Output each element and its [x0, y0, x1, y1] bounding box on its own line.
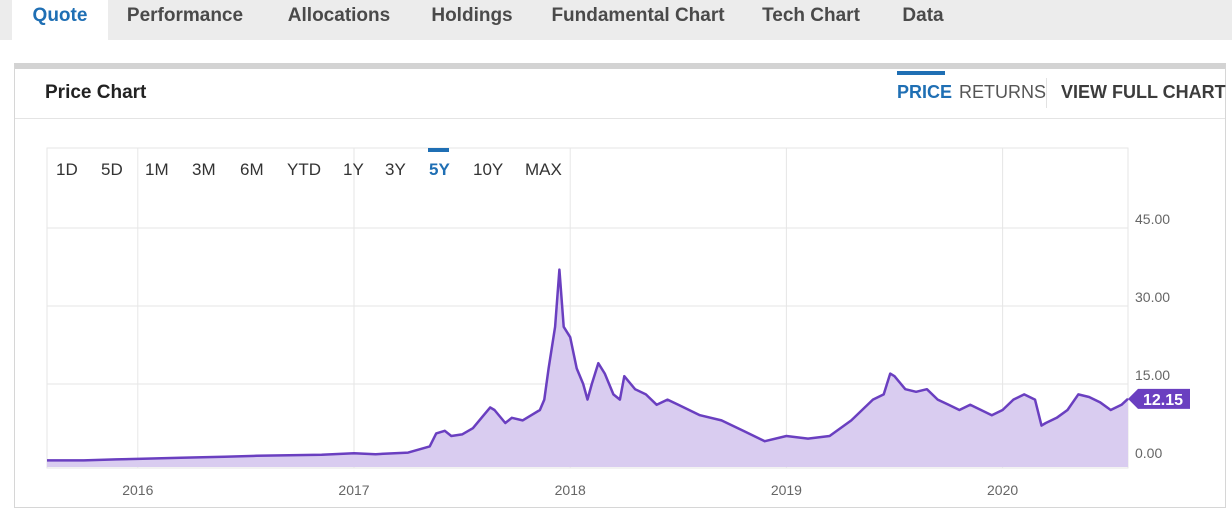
range-1d[interactable]: 1D — [56, 160, 78, 179]
range-3y[interactable]: 3Y — [385, 160, 406, 179]
last-value-badge — [1128, 388, 1190, 409]
tab-tech-chart[interactable]: Tech Chart — [762, 5, 860, 26]
range-1y[interactable]: 1Y — [343, 160, 364, 179]
tab-quote[interactable]: Quote — [12, 0, 108, 40]
series-line — [47, 268, 1129, 462]
tab-allocations[interactable]: Allocations — [287, 5, 391, 26]
range-6m[interactable]: 6M — [240, 160, 264, 179]
range-1m[interactable]: 1M — [145, 160, 169, 179]
range-indicator — [428, 148, 449, 152]
x-tick-label: 2016 — [122, 482, 153, 498]
tab-fundamental-chart[interactable]: Fundamental Chart — [551, 5, 725, 26]
returns-mode-button[interactable]: RETURNS — [959, 82, 1047, 102]
view-full-chart-link[interactable]: VIEW FULL CHART — [1061, 82, 1226, 102]
tab-performance[interactable]: Performance — [126, 5, 244, 26]
y-tick-label: 15.00 — [1135, 367, 1170, 383]
range-max[interactable]: MAX — [525, 160, 562, 179]
divider — [15, 118, 1225, 119]
range-3m[interactable]: 3M — [192, 160, 216, 179]
tab-data[interactable]: Data — [902, 5, 944, 26]
range-10y[interactable]: 10Y — [473, 160, 504, 179]
y-tick-label: 0.00 — [1135, 445, 1162, 461]
tab-holdings[interactable]: Holdings — [431, 5, 513, 26]
divider — [1046, 78, 1047, 108]
last-value-label: 12.15 — [1143, 392, 1183, 409]
x-tick-label: 2018 — [555, 482, 586, 498]
price-mode-button[interactable]: PRICE — [897, 82, 953, 102]
range-5y[interactable]: 5Y — [429, 160, 450, 179]
x-tick-label: 2017 — [338, 482, 369, 498]
card-title: Price Chart — [45, 82, 147, 103]
series-area — [47, 269, 1128, 467]
range-ytd[interactable]: YTD — [287, 160, 321, 179]
y-tick-label: 45.00 — [1135, 211, 1170, 227]
x-tick-label: 2020 — [987, 482, 1018, 498]
x-tick-label: 2019 — [771, 482, 802, 498]
plot-frame — [46, 147, 1129, 469]
tab-bar — [0, 0, 1232, 40]
range-5d[interactable]: 5D — [101, 160, 123, 179]
y-tick-label: 30.00 — [1135, 289, 1170, 305]
price-mode-indicator — [897, 71, 945, 75]
